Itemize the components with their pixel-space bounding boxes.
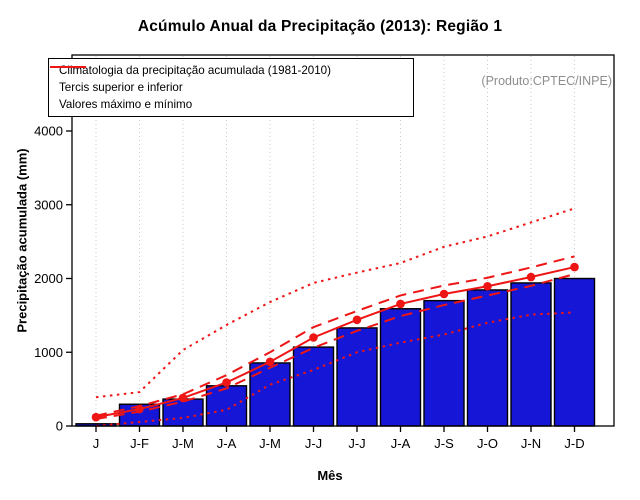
bar [423,299,465,427]
climatology-point [396,299,405,309]
climatology-point [222,378,231,387]
legend-label: Tercis superior e inferior [59,81,183,94]
y-axis-title: Precipitação acumulada (mm) [14,148,30,333]
extreme-line [95,207,575,399]
climatology-point [309,333,318,342]
tercile-line [95,255,575,417]
bar [292,346,335,427]
x-tick-label: J-A [217,436,237,451]
climatology-point [526,272,536,282]
dashed-line-icon [50,66,86,68]
bar [510,282,552,427]
x-tick-label: J-D [564,436,584,451]
bar [379,308,422,427]
climatology-point [439,289,449,299]
x-tick-label: J-O [477,436,498,451]
legend-label: Valores máximo e mínimo [59,98,193,111]
climatology-point [483,281,492,291]
plot-frame [71,54,615,427]
chart-legend: Climatologia da precipitação acumulada (… [48,58,414,117]
legend-label: Climatologia da precipitação acumulada (… [59,64,331,77]
x-tick-label: J-J [348,436,365,451]
bar [553,277,596,427]
x-tick-label: J-N [521,436,541,451]
y-tick-label: 2000 [34,271,63,286]
climatology-line [95,266,575,419]
x-tick-label: J-J [305,436,322,451]
climatology-point [570,262,579,272]
x-tick-label: J-S [434,436,454,451]
tercile-line [95,273,575,420]
legend-item-max-min: Valores máximo e mínimo [50,66,413,112]
dotted-line-icon [50,66,86,68]
x-tick-label: J-F [130,436,149,451]
x-tick-label: J-M [172,436,194,451]
x-axis-title: Mês [317,468,343,483]
climatology-point [265,357,275,367]
y-tick-label: 1000 [34,345,63,360]
product-credit-label: (Produto:CPTEC/INPE) [481,74,612,88]
bar [249,362,291,427]
x-tick-label: J [93,436,100,451]
bar [466,289,509,427]
y-tick-label: 4000 [34,124,63,139]
legend-item-climatology: Climatologia da precipitação acumulada (… [50,63,413,78]
x-tick-label: J-M [259,436,281,451]
bar [162,398,204,427]
x-tick-label: J-A [391,436,411,451]
climatology-point [352,315,362,325]
chart-title: Acúmulo Anual da Precipitação (2013): Re… [137,18,503,35]
legend-item-terciles: Tercis superior e inferior [50,66,413,95]
y-tick-label: 0 [56,419,63,434]
bar [205,385,248,427]
y-tick-label: 3000 [34,197,63,212]
bar [336,327,378,427]
